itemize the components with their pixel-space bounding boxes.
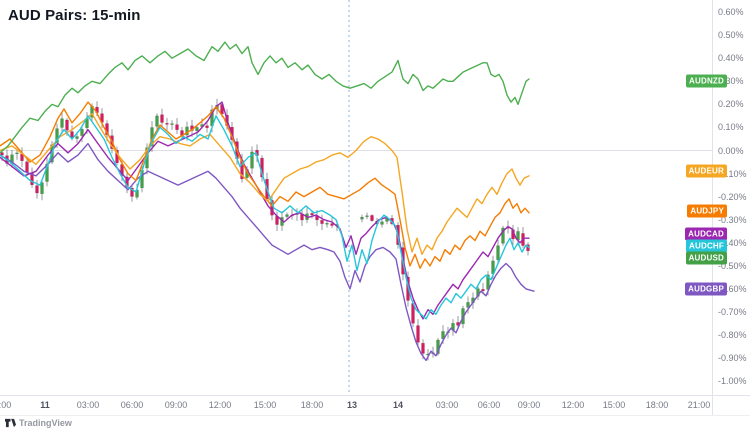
price-axis-tick: -0.40% [718, 237, 747, 248]
candle-up [15, 152, 19, 155]
price-axis-tick: -0.30% [718, 214, 747, 225]
price-axis-tick: -0.70% [718, 306, 747, 317]
series-line-audjpy [0, 101, 530, 269]
time-axis-tick: 11 [40, 400, 50, 410]
price-axis-tick: 0.50% [718, 30, 744, 41]
series-line-audeur [0, 112, 530, 255]
candle-up [55, 128, 59, 143]
candle-up [155, 115, 159, 127]
candle-up [325, 223, 329, 225]
candle-down [65, 119, 69, 131]
candle-down [205, 125, 209, 128]
price-axis-tick: 0.10% [718, 122, 744, 133]
candle-down [421, 343, 425, 354]
candle-down [165, 123, 169, 125]
price-label-audusd: AUDUSD [685, 251, 727, 265]
time-axis-tick: 18:00 [300, 400, 324, 410]
candle-down [310, 213, 314, 216]
time-axis-tick: 03:00 [435, 400, 459, 410]
candle-down [25, 161, 29, 173]
price-axis[interactable]: 0.60% 0.50% 0.40% 0.30% 0.20% 0.10% 0.00% -0.10… [712, 0, 750, 395]
candle-up [380, 221, 384, 225]
candle-up [75, 136, 79, 139]
candle-down [175, 124, 179, 130]
candle-up [250, 151, 254, 169]
candle-up [496, 245, 500, 260]
price-axis-tick: 0.60% [718, 7, 744, 18]
time-axis[interactable]: 00:00 11 03:00 06:00 09:00 12:00 15:00 18:00 13 1… [0, 395, 712, 416]
time-axis-tick: 09:00 [517, 400, 541, 410]
time-axis-tick: 00:00 [0, 400, 12, 410]
candle-down [0, 152, 4, 156]
axis-corner [712, 395, 750, 416]
time-axis-tick: 03:00 [76, 400, 100, 410]
candle-up [486, 274, 490, 290]
candle-up [45, 163, 49, 182]
candle-down [130, 187, 134, 197]
time-axis-tick: 21:00 [687, 400, 711, 410]
candle-up [170, 123, 174, 125]
candle-down [481, 289, 485, 292]
time-axis-tick: 13 [346, 400, 358, 410]
price-axis-tick: -0.80% [718, 330, 747, 341]
candle-down [320, 220, 324, 224]
candle-down [160, 114, 164, 123]
candle-up [360, 216, 364, 220]
time-axis-tick: 12:00 [561, 400, 585, 410]
time-axis-tick: 12:00 [208, 400, 232, 410]
price-label-audeur: AUDEUR [685, 164, 727, 178]
candle-up [195, 127, 199, 132]
price-chart-pane[interactable] [0, 0, 712, 395]
candle-up [365, 215, 369, 217]
price-axis-tick: -0.90% [718, 353, 747, 364]
candle-up [80, 128, 84, 136]
candle-up [285, 214, 289, 217]
price-label-audnzd: AUDNZD [686, 74, 727, 88]
price-axis-tick: -0.60% [718, 283, 747, 294]
time-axis-tick: 15:00 [602, 400, 626, 410]
candle-up [60, 118, 64, 128]
price-axis-tick: -0.20% [718, 191, 747, 202]
candle-down [35, 185, 39, 194]
candle-down [330, 223, 334, 226]
time-axis-tick: 15:00 [253, 400, 277, 410]
price-axis-tick: -1.00% [718, 376, 747, 387]
candle-down [70, 131, 74, 138]
tradingview-mark-icon [5, 418, 16, 428]
price-chart-canvas[interactable] [0, 0, 712, 395]
time-axis-tick: 09:00 [164, 400, 188, 410]
series-line-audchf [0, 115, 530, 320]
candle-up [441, 331, 445, 340]
price-label-audjpy: AUDJPY [687, 204, 727, 218]
footer-bar: TradingView [0, 415, 750, 430]
time-axis-tick: 06:00 [477, 400, 501, 410]
price-axis-tick: 0.40% [718, 53, 744, 64]
price-label-audcad: AUDCAD [685, 227, 727, 241]
price-axis-tick: 0.00% [718, 145, 744, 156]
tradingview-logo-text: TradingView [19, 418, 72, 428]
price-label-audchf: AUDCHF [686, 239, 727, 253]
series-line-audgbp [0, 142, 535, 362]
candle-up [466, 302, 470, 308]
candle-down [416, 325, 420, 343]
price-axis-tick: -0.10% [718, 168, 747, 179]
price-axis-tick: 0.20% [718, 99, 744, 110]
time-axis-tick: 06:00 [120, 400, 144, 410]
price-axis-tick: -0.50% [718, 260, 747, 271]
tradingview-logo[interactable]: TradingView [5, 418, 72, 428]
candle-down [370, 215, 374, 221]
chart-title: AUD Pairs: 15-min [8, 7, 141, 24]
price-axis-tick: 0.30% [718, 76, 744, 87]
series-line-audnzd [0, 41, 530, 154]
price-label-audgbp: AUDGBP [685, 282, 727, 296]
series-line-audcad [0, 101, 530, 320]
candle-up [40, 182, 44, 194]
time-axis-tick: 18:00 [645, 400, 669, 410]
candle-up [501, 227, 505, 244]
time-axis-tick: 14 [392, 400, 404, 410]
